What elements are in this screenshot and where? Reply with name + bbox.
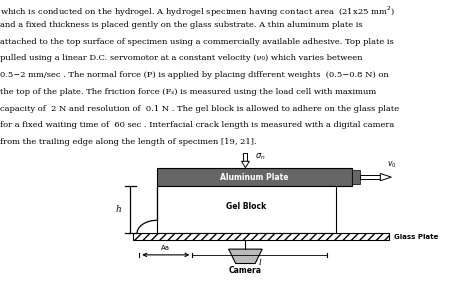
Text: 0.5−2 mm/sec . The normal force (P) is applied by placing different weights  (0.: 0.5−2 mm/sec . The normal force (P) is a…: [0, 71, 389, 79]
Text: Camera: Camera: [229, 266, 262, 275]
Text: from the trailing edge along the length of specimen [19, 21].: from the trailing edge along the length …: [0, 138, 256, 146]
Text: Aa: Aa: [161, 245, 170, 251]
Bar: [133, 233, 389, 240]
Text: Glass Plate: Glass Plate: [393, 234, 438, 240]
Text: capacity of  2 N and resolution of  0.1 N . The gel block is allowed to adhere o: capacity of 2 N and resolution of 0.1 N …: [0, 105, 399, 113]
Text: Aluminum Plate: Aluminum Plate: [220, 173, 289, 182]
Text: attached to the top surface of specimen using a commercially available adhesive.: attached to the top surface of specimen …: [0, 38, 394, 46]
Text: pulled using a linear D.C. servomotor at a constant velocity (ν₀) which varies b: pulled using a linear D.C. servomotor at…: [0, 54, 363, 62]
Text: and a fixed thickness is placed gently on the glass substrate. A thin aluminum p: and a fixed thickness is placed gently o…: [0, 21, 363, 29]
Bar: [157, 168, 352, 186]
Text: for a fixed waiting time of  60 sec . Interfacial crack length is measured with : for a fixed waiting time of 60 sec . Int…: [0, 121, 394, 129]
Text: $v_0$: $v_0$: [387, 160, 397, 170]
Polygon shape: [241, 161, 249, 168]
Bar: [352, 170, 360, 184]
Polygon shape: [380, 173, 392, 181]
Text: l: l: [258, 259, 261, 267]
Text: which is conducted on the hydrogel. A hydrogel specimen having contact area  (21: which is conducted on the hydrogel. A hy…: [0, 4, 395, 19]
Polygon shape: [228, 249, 262, 264]
Bar: [360, 175, 380, 179]
Text: $\sigma_n$: $\sigma_n$: [255, 151, 266, 162]
Bar: [157, 186, 336, 233]
Text: h: h: [116, 205, 122, 214]
Text: the top of the plate. The friction force (Fₛ) is measured using the load cell wi: the top of the plate. The friction force…: [0, 88, 376, 96]
Bar: [244, 153, 247, 161]
Text: Gel Block: Gel Block: [227, 202, 267, 211]
